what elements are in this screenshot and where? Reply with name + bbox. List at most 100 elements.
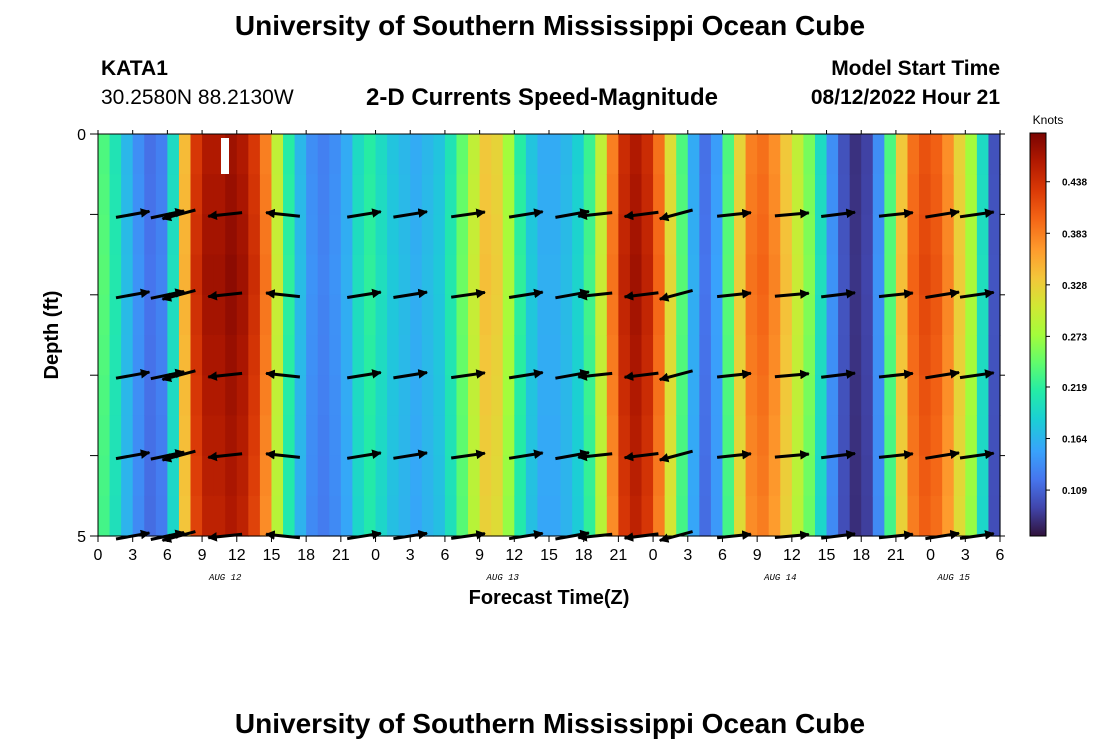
heat-cell: [306, 415, 319, 457]
current-arrow: [658, 449, 693, 463]
x-tick-label: 3: [406, 547, 415, 564]
heat-cell: [433, 455, 446, 497]
heat-cell: [525, 455, 539, 497]
heat-cell: [687, 335, 700, 376]
heat-cell: [456, 254, 469, 296]
heat-cell: [329, 375, 342, 416]
heat-cell: [479, 335, 492, 376]
heat-cell: [387, 495, 400, 537]
heat-cell: [838, 254, 851, 296]
heat-cell: [225, 214, 238, 256]
heat-cell: [132, 415, 145, 457]
heat-cell: [583, 294, 596, 336]
heat-cell: [178, 174, 192, 215]
heat-cell: [109, 375, 122, 416]
heat-cell: [121, 455, 134, 497]
heat-cell: [306, 294, 319, 336]
heat-cell: [248, 335, 261, 376]
heat-cell: [502, 174, 515, 215]
heat-cell: [167, 335, 180, 376]
heat-cell: [734, 415, 747, 457]
heat-cell: [618, 415, 631, 457]
current-arrow: [623, 371, 659, 381]
heat-cell: [387, 254, 400, 296]
heat-cell: [826, 214, 839, 256]
current-arrow: [115, 449, 151, 461]
heat-cell: [329, 335, 342, 376]
current-arrow: [959, 449, 995, 460]
heat-cell: [930, 134, 943, 175]
heat-cell: [838, 214, 851, 256]
current-arrow: [207, 451, 243, 462]
heat-cell: [340, 495, 354, 537]
heat-cell: [398, 254, 411, 296]
heat-cell: [930, 495, 943, 537]
heat-cell: [294, 134, 307, 175]
heat-cell: [294, 335, 307, 376]
heat-cell: [398, 174, 411, 215]
heat-cell: [352, 214, 365, 256]
heat-cell: [814, 495, 828, 537]
heat-cell: [745, 174, 758, 215]
heat-cell: [687, 375, 700, 416]
heat-cell: [583, 134, 596, 175]
x-tick-label: 6: [163, 547, 172, 564]
heat-cell: [606, 134, 619, 175]
heat-cell: [121, 495, 134, 537]
heat-cell: [583, 455, 596, 497]
heat-cell: [352, 254, 365, 296]
heat-cell: [780, 335, 793, 376]
heat-cell: [121, 254, 134, 296]
heat-cell: [225, 455, 238, 497]
current-arrow: [346, 369, 382, 380]
heat-cell: [722, 214, 735, 256]
heat-cell: [965, 335, 978, 376]
heat-cell: [919, 294, 932, 336]
station-id: KATA1: [101, 57, 168, 80]
heat-cell: [387, 134, 400, 175]
heat-cell: [190, 415, 203, 457]
heat-cell: [514, 254, 527, 296]
heat-cell: [155, 375, 168, 416]
heat-cell: [653, 415, 666, 457]
heat-cell: [664, 254, 677, 296]
heat-cell: [676, 134, 689, 175]
heat-cell: [514, 415, 527, 457]
heat-cell: [606, 174, 619, 215]
heat-cell: [676, 214, 689, 256]
heat-cell: [525, 254, 539, 296]
heat-cell: [618, 214, 631, 256]
heat-cell: [629, 174, 643, 215]
heat-cell: [687, 134, 700, 175]
x-tick-label: 0: [94, 547, 103, 564]
heat-cell: [953, 214, 966, 256]
heat-cell: [872, 495, 885, 537]
heat-cell: [317, 214, 330, 256]
heat-cell: [236, 375, 249, 416]
heat-cell: [803, 495, 816, 537]
current-arrow: [878, 289, 914, 299]
heat-cell: [248, 495, 261, 537]
y-tick-label: 5: [77, 529, 86, 546]
heat-cell: [849, 294, 862, 336]
heat-cell: [433, 134, 446, 175]
heat-cell: [641, 375, 654, 416]
heat-cell: [340, 335, 354, 376]
heat-cell: [560, 495, 573, 537]
heat-cell: [988, 495, 1001, 537]
heat-cell: [329, 254, 342, 296]
current-arrow: [577, 210, 613, 221]
heat-cell: [953, 294, 966, 336]
heat-cell: [549, 294, 562, 336]
heat-cell: [375, 455, 388, 497]
heat-cell: [861, 294, 874, 336]
heat-cell: [895, 415, 909, 457]
current-arrow: [658, 208, 693, 222]
colorbar-title: Knots: [1033, 113, 1064, 127]
heat-cell: [387, 415, 400, 457]
heat-cell: [271, 294, 284, 336]
heat-cell: [919, 375, 932, 416]
heat-cell: [259, 375, 273, 416]
colorbar-gradient: [1029, 132, 1047, 537]
heat-cell: [329, 174, 342, 215]
